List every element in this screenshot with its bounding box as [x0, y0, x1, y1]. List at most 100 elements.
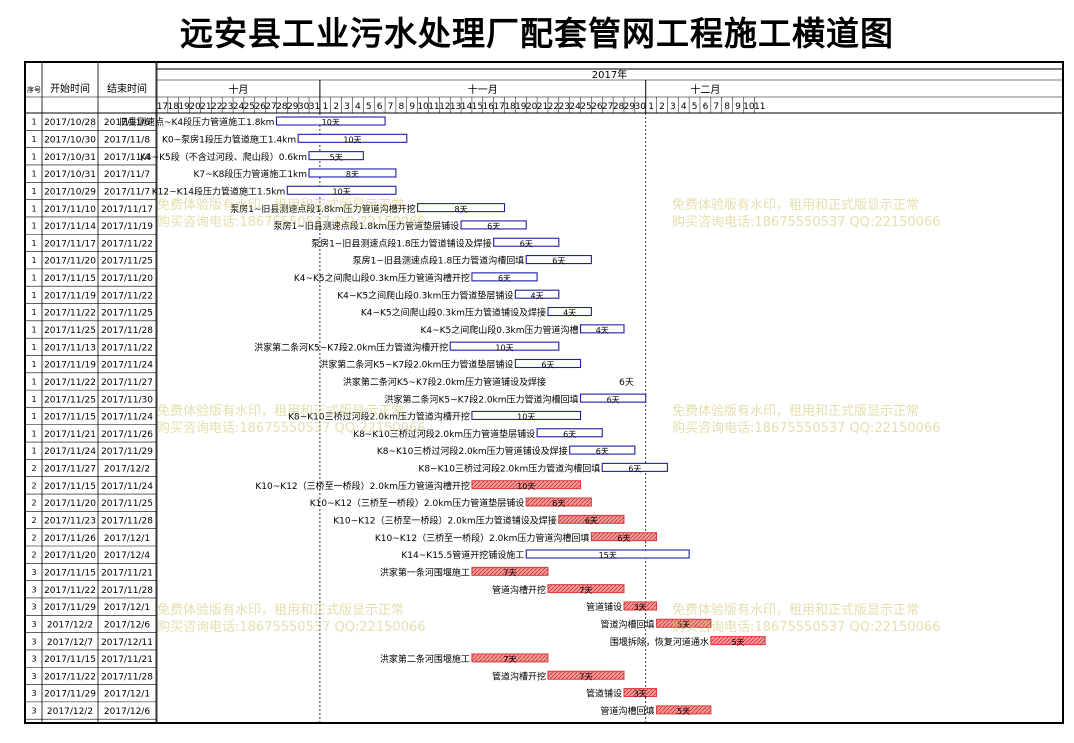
- day-tick-label: 1: [648, 102, 654, 112]
- row-end-date: 2017/12/6: [104, 707, 150, 717]
- month-label: 十月: [228, 83, 248, 96]
- row-start-date: 2017/11/15: [44, 482, 96, 492]
- row-end-date: 2017/11/7: [104, 187, 150, 197]
- task-label: K7~K8段压力管道施工1km: [194, 168, 308, 180]
- task-bar: [514, 289, 560, 299]
- row-start-date: 2017/11/24: [44, 447, 96, 457]
- day-tick-label: 3: [344, 102, 350, 112]
- row-seq: 3: [31, 603, 36, 612]
- task-bar: [297, 133, 408, 143]
- task-label: K10~K12（三桥至一桥段）2.0km压力管道沟槽开挖: [255, 480, 470, 492]
- row-end-date: 2017/11/28: [101, 517, 153, 527]
- task-duration: 6天: [498, 274, 511, 283]
- row-start-date: 2017/11/10: [44, 205, 96, 215]
- task-label: K8~K10三桥过河段2.0km压力管道沟槽回填: [418, 463, 600, 475]
- row-end-date: 2017/11/21: [101, 568, 153, 578]
- day-tick-label: 31: [309, 102, 320, 112]
- task-duration: 3天: [634, 690, 647, 699]
- row-end-date: 2017/11/17: [101, 205, 153, 215]
- row-end-date: 2017/11/22: [101, 291, 153, 301]
- row-seq: 3: [31, 620, 36, 629]
- row-end-date: 2017/11/22: [101, 239, 153, 249]
- row-seq: 1: [31, 429, 36, 438]
- day-tick-label: 23: [559, 102, 570, 112]
- month-label: 十一月: [468, 83, 498, 96]
- day-tick-label: 18: [504, 102, 516, 112]
- row-start-date: 2017/11/15: [44, 655, 96, 665]
- task-duration: 5天: [731, 638, 744, 647]
- row-seq: 1: [31, 412, 36, 421]
- task-duration: 5天: [677, 707, 690, 716]
- row-end-date: 2017/11/6: [104, 118, 150, 128]
- row-end-date: 2017/11/21: [101, 655, 153, 665]
- task-label: 洪家第二条河围堰施工: [380, 653, 470, 665]
- row-end-date: 2017/11/20: [101, 274, 153, 284]
- task-duration: 6天: [617, 534, 630, 543]
- day-tick-label: 29: [624, 102, 636, 112]
- task-label: K14~K15.5管道开挖铺设施工: [401, 549, 524, 561]
- row-seq: 1: [31, 377, 36, 386]
- row-end-date: 2017/11/4: [104, 153, 150, 163]
- task-duration: 10天: [333, 187, 351, 196]
- row-seq: 1: [31, 256, 36, 265]
- day-tick-label: 9: [735, 102, 741, 112]
- row-end-date: 2017/12/2: [104, 465, 150, 475]
- row-end-date: 2017/11/8: [104, 135, 150, 145]
- day-tick-label: 4: [355, 102, 361, 112]
- row-end-date: 2017/11/7: [104, 170, 150, 180]
- day-tick-label: 2: [659, 102, 665, 112]
- row-seq: 1: [31, 274, 36, 283]
- row-seq: 1: [31, 395, 36, 404]
- task-duration: 10天: [517, 482, 535, 491]
- row-seq: 2: [31, 533, 36, 542]
- header-seq: 序号: [27, 85, 41, 94]
- row-seq: 1: [31, 239, 36, 248]
- task-label: 泵房1~旧县测速点段1.8压力管道铺设及焊接: [311, 237, 492, 249]
- row-end-date: 2017/12/6: [104, 620, 150, 630]
- task-bar: [493, 237, 560, 247]
- task-bar: [471, 480, 582, 490]
- task-label: K8~K10三桥过河段2.0km压力管道沟槽开挖: [288, 411, 470, 423]
- row-end-date: 2017/12/1: [104, 534, 150, 544]
- row-seq: 1: [31, 326, 36, 335]
- task-label: K10~K12（三桥至一桥段）2.0km压力管道垫层铺设: [310, 497, 525, 509]
- task-duration: 6天: [607, 395, 620, 404]
- day-tick-label: 8: [398, 102, 404, 112]
- task-duration: 4天: [563, 309, 576, 318]
- row-start-date: 2017/10/29: [44, 187, 96, 197]
- row-start-date: 2017/11/22: [44, 378, 96, 388]
- day-tick-label: 30: [298, 102, 310, 112]
- row-seq: 1: [31, 360, 36, 369]
- day-tick-label: 11: [428, 102, 439, 112]
- day-tick-label: 6: [703, 102, 709, 112]
- task-bar: [558, 514, 625, 524]
- task-bar: [547, 306, 592, 317]
- row-seq: 1: [31, 135, 36, 144]
- task-bar: [471, 272, 538, 282]
- task-bar: [449, 341, 560, 351]
- task-bar: [536, 428, 603, 438]
- row-end-date: 2017/12/11: [101, 638, 153, 648]
- day-tick-label: 21: [537, 102, 548, 112]
- task-label: 洪家第一条河围堰施工: [380, 566, 470, 578]
- task-bar: [471, 653, 549, 663]
- task-bar: [417, 203, 506, 213]
- task-duration: 8天: [346, 170, 359, 179]
- row-seq: 3: [31, 585, 36, 594]
- row-start-date: 2017/11/26: [44, 534, 96, 544]
- day-tick-label: 16: [483, 102, 495, 112]
- task-duration: 6天: [487, 222, 500, 231]
- task-label: 管道铺设: [586, 688, 622, 700]
- day-tick-label: 22: [548, 102, 559, 112]
- row-start-date: 2017/11/22: [44, 586, 96, 596]
- task-duration: 6天: [628, 465, 641, 474]
- day-tick-label: 5: [692, 102, 698, 112]
- row-seq: 1: [31, 118, 36, 127]
- task-bar: [579, 324, 625, 334]
- day-tick-label: 28: [613, 102, 625, 112]
- row-seq: 1: [31, 447, 36, 456]
- task-duration: 7天: [503, 655, 516, 664]
- task-label: 旧县测速点~K4段压力管道施工1.8km: [119, 116, 274, 128]
- row-end-date: 2017/11/25: [101, 309, 153, 319]
- row-end-date: 2017/11/19: [101, 222, 153, 232]
